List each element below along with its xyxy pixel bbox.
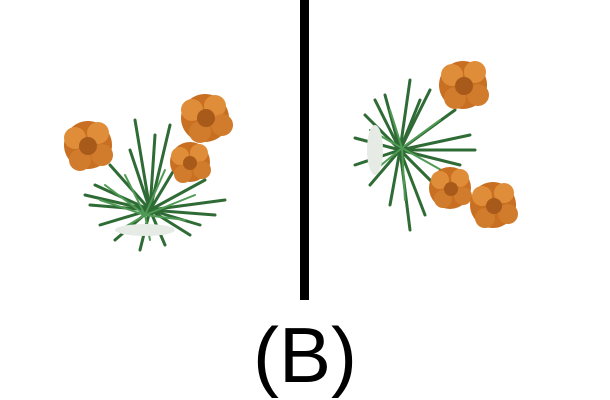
flower-3 [170, 142, 211, 183]
right-plant-image [353, 61, 518, 232]
flower-3 [470, 182, 518, 228]
caption-label: (B) [253, 311, 357, 399]
flower-2 [429, 167, 472, 209]
left-plant-panel [0, 0, 300, 300]
flower-1 [64, 121, 113, 171]
left-plant-image [64, 94, 233, 252]
flower-2 [181, 94, 233, 143]
flower-1 [439, 61, 489, 109]
right-plant-panel [310, 0, 610, 300]
leaf-cluster [83, 118, 227, 252]
vertical-divider [300, 0, 309, 300]
